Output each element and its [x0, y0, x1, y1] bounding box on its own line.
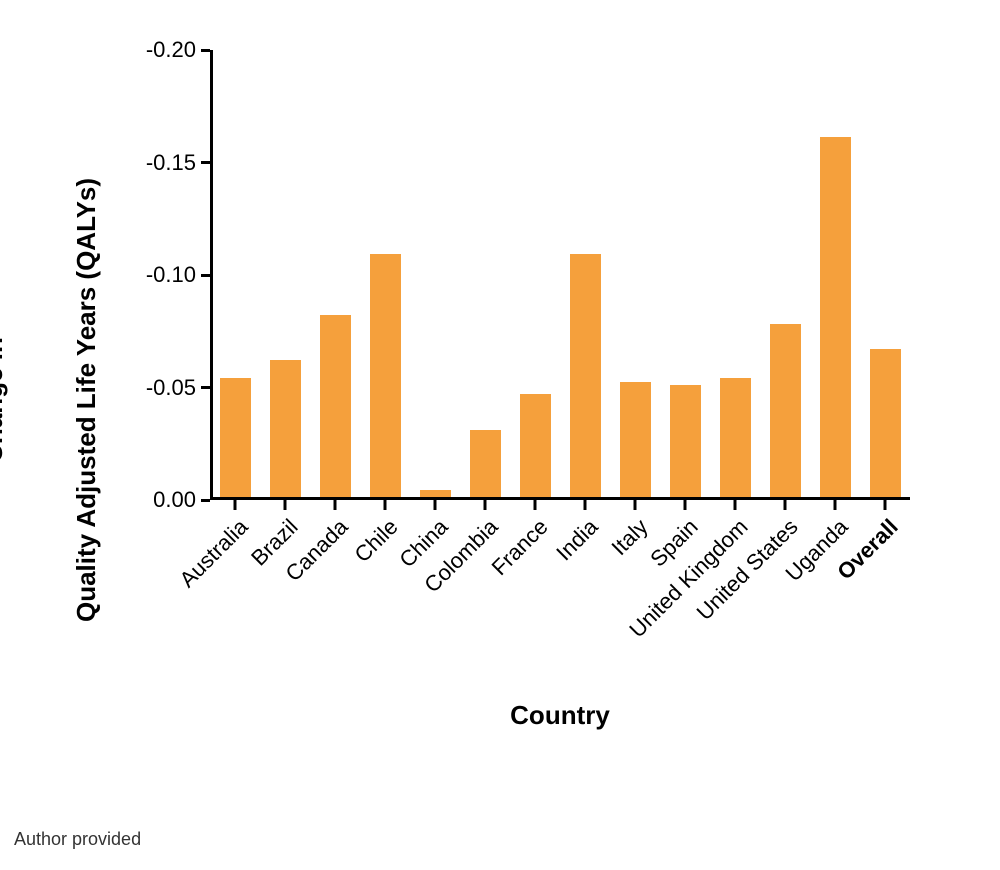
- x-tick: [384, 500, 387, 510]
- x-tick: [734, 500, 737, 510]
- x-tick: [684, 500, 687, 510]
- bar: [620, 382, 651, 497]
- x-tick-label: India: [551, 514, 603, 566]
- bar: [370, 254, 401, 497]
- x-tick-label: Australia: [174, 514, 253, 593]
- qaly-chart: Change in Quality Adjusted Life Years (Q…: [50, 20, 930, 780]
- bar: [670, 385, 701, 498]
- y-tick-label: -0.15: [146, 150, 196, 176]
- bar: [570, 254, 601, 497]
- bars-container: [210, 50, 910, 497]
- bar: [320, 315, 351, 497]
- bar: [870, 349, 901, 498]
- y-tick-label: -0.10: [146, 262, 196, 288]
- y-axis-title-line2: Quality Adjusted Life Years (QALYs): [71, 140, 102, 660]
- plot-area: 0.00-0.05-0.10-0.15-0.20AustraliaBrazilC…: [210, 50, 910, 500]
- y-tick-label: -0.20: [146, 37, 196, 63]
- x-tick: [884, 500, 887, 510]
- x-axis-line: [210, 497, 910, 500]
- y-tick: [201, 386, 210, 389]
- y-tick: [201, 49, 210, 52]
- credit-text: Author provided: [14, 829, 141, 850]
- y-axis-title-line1: Change in: [0, 140, 9, 660]
- bar: [770, 324, 801, 497]
- x-tick-label: France: [487, 514, 554, 581]
- x-tick: [434, 500, 437, 510]
- y-tick: [201, 161, 210, 164]
- bar: [720, 378, 751, 497]
- x-axis-title: Country: [210, 700, 910, 731]
- page: Change in Quality Adjusted Life Years (Q…: [0, 0, 1000, 870]
- y-tick: [201, 499, 210, 502]
- bar: [820, 137, 851, 497]
- bar: [520, 394, 551, 498]
- bar: [270, 360, 301, 497]
- y-tick: [201, 274, 210, 277]
- x-tick: [534, 500, 537, 510]
- bar: [220, 378, 251, 497]
- x-tick: [784, 500, 787, 510]
- bar: [420, 490, 451, 497]
- x-tick: [484, 500, 487, 510]
- bar: [470, 430, 501, 498]
- x-tick: [334, 500, 337, 510]
- x-tick: [634, 500, 637, 510]
- x-tick: [234, 500, 237, 510]
- y-axis-title: Change in Quality Adjusted Life Years (Q…: [0, 140, 164, 660]
- x-tick: [284, 500, 287, 510]
- x-tick: [834, 500, 837, 510]
- x-tick: [584, 500, 587, 510]
- x-tick-label: Chile: [350, 514, 404, 568]
- y-tick-label: 0.00: [153, 487, 196, 513]
- y-tick-label: -0.05: [146, 375, 196, 401]
